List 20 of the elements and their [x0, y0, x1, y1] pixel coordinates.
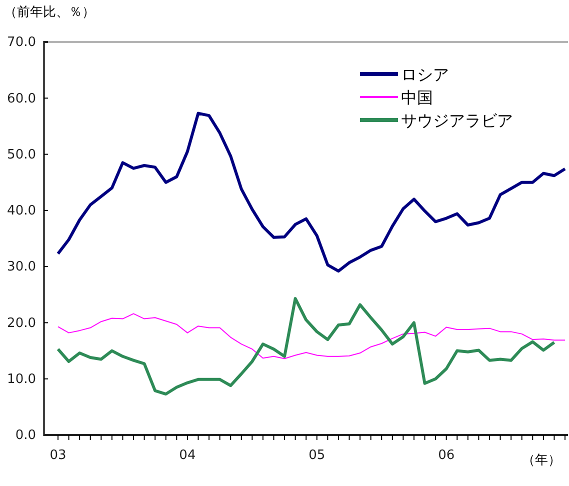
legend-label: サウジアラビア [401, 111, 513, 130]
y-tick-label: 0.0 [15, 428, 36, 444]
y-tick-label: 70.0 [7, 35, 36, 50]
y-tick-label: 50.0 [7, 147, 36, 162]
y-tick-label: 40.0 [7, 204, 36, 219]
line-series [56, 297, 556, 396]
y-tick-label: 20.0 [7, 316, 36, 331]
y-tick-label: 60.0 [7, 91, 36, 106]
legend-label: ロシア [401, 65, 449, 84]
line-series [56, 112, 566, 273]
line-series [58, 313, 566, 360]
y-tick-label: 30.0 [7, 260, 36, 275]
x-axis-title: （年） [522, 453, 561, 468]
x-tick-label: 03 [50, 448, 66, 464]
x-tick-label: 05 [308, 448, 326, 464]
y-axis-title: （前年比、％） [4, 5, 95, 20]
x-tick-label: 06 [438, 448, 455, 464]
x-tick-label: 04 [179, 448, 196, 464]
y-tick-label: 10.0 [7, 372, 36, 388]
legend-label: 中国 [401, 88, 433, 107]
